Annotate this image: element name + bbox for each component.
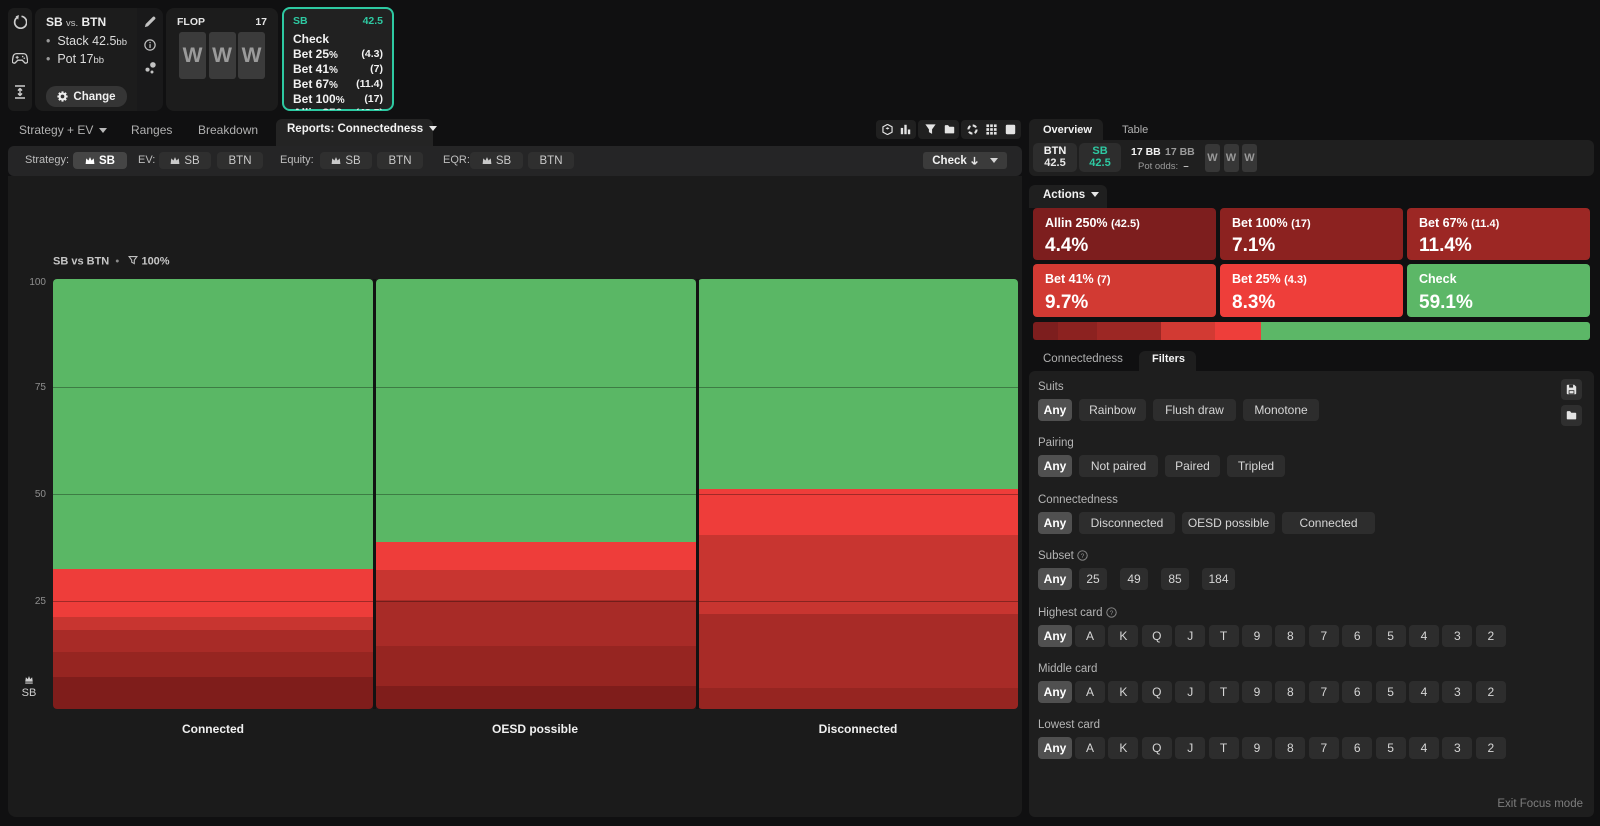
svg-text:?: ? [1081,553,1085,560]
svg-text:?: ? [1109,610,1113,617]
